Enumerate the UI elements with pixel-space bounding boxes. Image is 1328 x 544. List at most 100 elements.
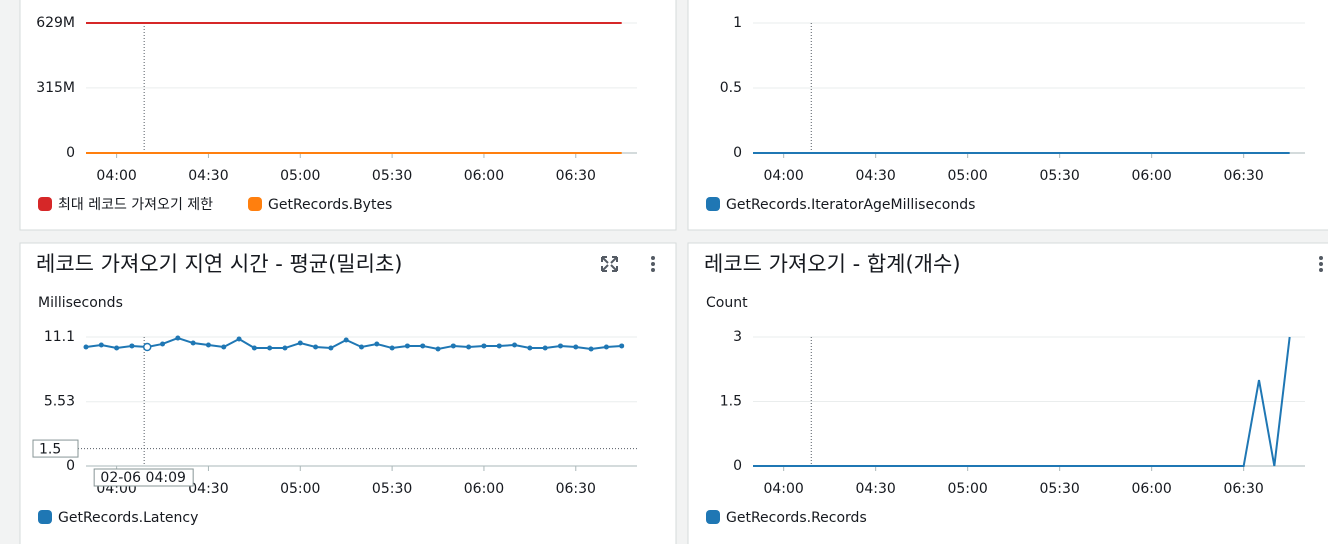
data-point — [160, 341, 166, 347]
x-tick-label: 06:00 — [464, 168, 504, 184]
data-point — [190, 340, 196, 346]
data-point — [359, 344, 364, 350]
legend-label: GetRecords.Latency — [58, 510, 198, 526]
legend-label: GetRecords.Bytes — [268, 197, 392, 213]
x-tick-label: 05:30 — [372, 168, 412, 184]
data-point — [205, 342, 211, 348]
data-point — [450, 343, 456, 349]
legend-swatch — [38, 197, 52, 211]
x-tick-label: 05:00 — [947, 168, 987, 184]
data-point — [328, 345, 334, 351]
data-point — [496, 343, 502, 349]
y-tick-label: 0 — [66, 145, 75, 161]
data-point — [435, 346, 441, 352]
data-point — [236, 336, 242, 342]
data-point — [297, 340, 303, 346]
data-point — [404, 343, 410, 349]
x-tick-label: 04:30 — [188, 481, 228, 497]
data-point — [389, 345, 395, 351]
data-point — [114, 345, 120, 351]
data-point — [420, 343, 426, 349]
x-tick-label: 06:00 — [464, 481, 504, 497]
legend-label: GetRecords.Records — [726, 510, 867, 526]
y-axis-label: Count — [706, 295, 748, 311]
data-point — [98, 342, 104, 348]
data-point — [313, 344, 319, 350]
x-tick-label: 05:30 — [372, 481, 412, 497]
menu-icon[interactable] — [1319, 256, 1323, 272]
data-point — [221, 344, 227, 350]
data-point — [466, 344, 472, 350]
data-point — [343, 337, 349, 343]
chart-title: 레코드 가져오기 - 합계(개수) — [704, 252, 961, 276]
data-point — [573, 344, 579, 350]
panel — [19, 0, 677, 231]
y-tick-label: 3 — [733, 329, 742, 345]
data-point — [83, 344, 89, 350]
chart-title: 레코드 가져오기 지연 시간 - 평균(밀리초) — [36, 252, 402, 276]
legend-swatch — [706, 197, 720, 211]
x-tick-label: 06:30 — [556, 481, 596, 497]
x-tick-label: 05:00 — [280, 168, 320, 184]
data-point — [129, 343, 135, 349]
x-tick-label: 06:00 — [1131, 481, 1171, 497]
series-line — [85, 336, 622, 350]
data-point — [557, 343, 563, 349]
expand-icon[interactable] — [601, 256, 618, 272]
y-tick-label: 11.1 — [44, 329, 75, 345]
y-tick-label: 0 — [733, 458, 742, 474]
data-point — [481, 343, 487, 349]
x-tick-label: 06:00 — [1131, 168, 1171, 184]
tooltip-label: 02-06 04:09 — [100, 470, 185, 486]
y-axis-label: Milliseconds — [38, 295, 123, 311]
data-point — [374, 341, 380, 347]
x-tick-label: 06:30 — [1223, 481, 1263, 497]
x-tick-label: 05:00 — [280, 481, 320, 497]
data-point — [175, 335, 181, 341]
y-tick-label: 1.5 — [720, 394, 742, 410]
data-point — [251, 345, 257, 351]
y-tick-label: 0 — [66, 458, 75, 474]
legend-swatch — [248, 197, 262, 211]
y-tick-label: 315M — [36, 80, 75, 96]
data-point — [267, 345, 273, 351]
series-line — [753, 336, 1291, 467]
y-tick-label: 5.53 — [44, 394, 75, 410]
menu-icon[interactable] — [651, 256, 655, 272]
legend-swatch — [38, 510, 52, 524]
x-tick-label: 05:00 — [947, 481, 987, 497]
data-point — [619, 343, 625, 349]
y-tick-label: 0.5 — [720, 80, 742, 96]
x-tick-label: 04:00 — [763, 168, 803, 184]
data-point — [588, 346, 594, 352]
legend-swatch — [706, 510, 720, 524]
x-tick-label: 05:30 — [1039, 481, 1079, 497]
legend-label: GetRecords.IteratorAgeMilliseconds — [726, 197, 975, 213]
data-point — [527, 345, 533, 351]
x-tick-label: 06:30 — [556, 168, 596, 184]
x-tick-label: 04:00 — [96, 168, 136, 184]
threshold-box — [32, 439, 79, 458]
x-tick-label: 04:00 — [763, 481, 803, 497]
legend-label: 최대 레코드 가져오기 제한 — [58, 197, 213, 213]
panel — [19, 242, 677, 544]
data-point — [512, 342, 518, 348]
data-point — [603, 344, 609, 350]
x-tick-label: 06:30 — [1223, 168, 1263, 184]
tooltip-box — [93, 468, 194, 487]
data-point — [282, 345, 288, 351]
y-tick-label: 629M — [36, 15, 75, 31]
x-tick-label: 05:30 — [1039, 168, 1079, 184]
threshold-label: 1.5 — [39, 442, 61, 458]
y-tick-label: 1 — [733, 15, 742, 31]
y-tick-label: 0 — [733, 145, 742, 161]
x-tick-label: 04:30 — [855, 481, 895, 497]
x-tick-label: 04:30 — [855, 168, 895, 184]
highlight-point — [142, 342, 152, 352]
panel — [687, 0, 1328, 231]
panel — [687, 242, 1328, 544]
x-tick-label: 04:30 — [188, 168, 228, 184]
data-point — [542, 345, 548, 351]
